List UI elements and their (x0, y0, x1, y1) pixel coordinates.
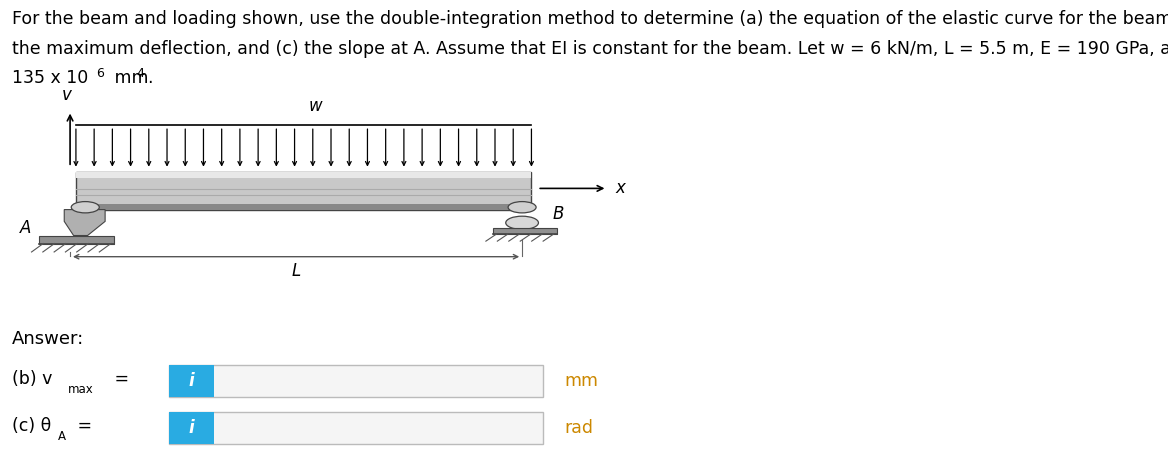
Text: mm: mm (564, 372, 598, 390)
FancyBboxPatch shape (169, 412, 543, 444)
Text: =: = (72, 417, 92, 435)
Text: x: x (616, 179, 625, 197)
Text: Answer:: Answer: (12, 330, 84, 348)
Text: mm: mm (109, 69, 148, 87)
Bar (76, 172, 531, 178)
Text: =: = (109, 370, 128, 388)
Text: (c) θ: (c) θ (12, 417, 51, 435)
Text: .: . (147, 69, 153, 87)
Text: A: A (58, 430, 67, 443)
FancyBboxPatch shape (169, 365, 214, 397)
Bar (39, 236, 114, 244)
Text: A: A (20, 219, 32, 237)
Text: 4: 4 (137, 67, 145, 81)
Text: the maximum deflection, and (c) the slope at A. Assume that EI is constant for t: the maximum deflection, and (c) the slop… (12, 40, 1168, 57)
Bar (493, 228, 557, 234)
Circle shape (508, 202, 536, 213)
Text: v: v (62, 86, 71, 104)
Text: i: i (189, 372, 194, 390)
Circle shape (71, 202, 99, 213)
Circle shape (506, 216, 538, 229)
Polygon shape (64, 210, 105, 236)
Text: B: B (552, 205, 564, 223)
Text: max: max (68, 383, 93, 396)
Text: rad: rad (564, 419, 593, 437)
Text: w: w (308, 97, 322, 115)
Text: 135 x 10: 135 x 10 (12, 69, 88, 87)
Text: i: i (189, 419, 194, 437)
Bar (76, 204, 531, 210)
Bar (76, 172, 531, 210)
Text: (b) v: (b) v (12, 370, 53, 388)
Text: 6: 6 (96, 67, 104, 81)
FancyBboxPatch shape (169, 412, 214, 444)
Text: L: L (292, 262, 300, 280)
FancyBboxPatch shape (169, 365, 543, 397)
Text: For the beam and loading shown, use the double-integration method to determine (: For the beam and loading shown, use the … (12, 10, 1168, 28)
